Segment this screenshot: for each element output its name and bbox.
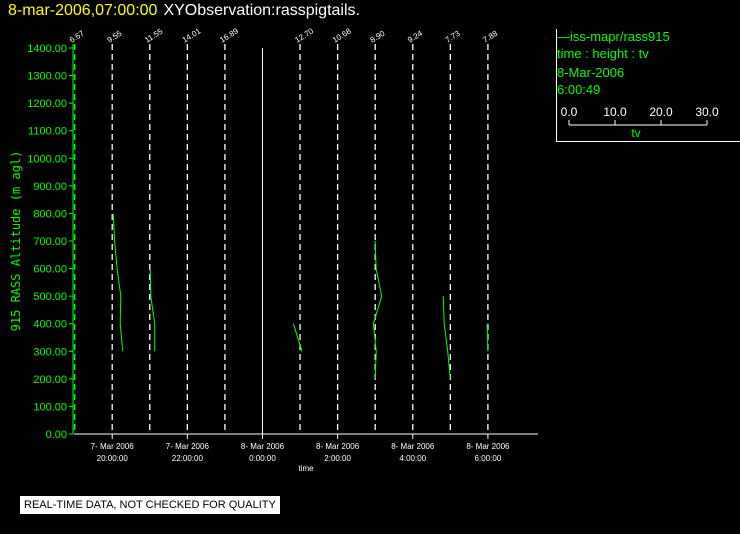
legend-scale-tick-label: 0.0 [561, 105, 578, 119]
x-axis-label: time [298, 464, 314, 473]
title-bar: 8-mar-2006,07:00:00 XYObservation:rasspig… [8, 2, 360, 20]
y-tick-label: 100.00 [33, 401, 67, 413]
x-tick-label-time: 20:00:00 [97, 454, 129, 463]
profile-trace [112, 213, 124, 352]
x-tick-label-date: 8- Mar 2006 [391, 442, 435, 451]
y-tick-label: 400.00 [33, 319, 67, 331]
legend-scale: 0.0 10.0 20.0 30.0 tv [561, 105, 719, 140]
profile-label: 6.67 [68, 29, 86, 45]
profile-trace [372, 240, 383, 379]
y-tick-label: 1200.00 [27, 98, 67, 110]
y-axis-label: 915 RASS Altitude (m agl) [9, 151, 23, 332]
y-tick-label: 600.00 [33, 264, 67, 276]
x-tick-label-time: 2:00:00 [324, 454, 351, 463]
plot-title: XYObservation:rasspigtails. [163, 2, 360, 19]
profile-label: 7.88 [481, 29, 499, 45]
y-tick-label: 0.00 [46, 429, 67, 441]
y-tick-label: 500.00 [33, 291, 67, 303]
profile-label: 14.01 [181, 26, 203, 45]
legend-time: 6:00:49 [557, 82, 601, 97]
x-tick-label-date: 8- Mar 2006 [241, 442, 285, 451]
legend-panel: —iss-mapr/rass915 time : height : tv 8-M… [556, 29, 740, 142]
x-tick-label-date: 8- Mar 2006 [466, 442, 510, 451]
y-tick-label: 300.00 [33, 346, 67, 358]
profile-trace [149, 268, 156, 352]
profile-trace [486, 323, 489, 352]
y-tick-label: 800.00 [33, 208, 67, 220]
x-tick-label-time: 6:00:00 [475, 454, 502, 463]
profile-trace [442, 296, 451, 379]
x-tick-label-time: 22:00:00 [172, 454, 204, 463]
profile-trace [292, 323, 303, 352]
x-tick-label-time: 4:00:00 [399, 454, 426, 463]
legend-variables: time : height : tv [557, 46, 649, 61]
profile-label: 16.89 [218, 26, 240, 45]
x-tick-label-date: 8- Mar 2006 [316, 442, 360, 451]
legend-series: —iss-mapr/rass915 [557, 29, 670, 44]
profile-label: 8.90 [368, 29, 386, 45]
x-tick-label-date: 7- Mar 2006 [91, 442, 135, 451]
legend-scale-tick-label: 20.0 [649, 105, 673, 119]
y-tick-label: 700.00 [33, 236, 67, 248]
profile-label: 7.73 [444, 29, 462, 45]
profile-label: 9.24 [406, 29, 424, 45]
y-tick-label: 1400.00 [27, 43, 67, 55]
profile-label: 9.55 [105, 29, 123, 45]
y-tick-label: 1300.00 [27, 71, 67, 83]
legend-scale-tick-label: 10.0 [603, 105, 627, 119]
profile-label: 12.70 [293, 26, 315, 45]
y-tick-label: 200.00 [33, 374, 67, 386]
x-tick-label-date: 7- Mar 2006 [166, 442, 210, 451]
header-date-time: 8-mar-2006,07:00:00 [8, 2, 158, 19]
legend-scale-label: tv [631, 126, 640, 140]
y-tick-label: 1100.00 [28, 126, 67, 138]
x-tick-label-time: 0:00:00 [249, 454, 276, 463]
y-tick-label: 900.00 [33, 181, 67, 193]
profile-label: 11.55 [143, 26, 165, 44]
legend-scale-tick-label: 30.0 [695, 105, 719, 119]
legend-date: 8-Mar-2006 [557, 65, 625, 80]
profile-label: 10.68 [331, 26, 353, 45]
quality-warning: REAL-TIME DATA, NOT CHECKED FOR QUALITY [20, 496, 280, 514]
y-tick-label: 1000.00 [27, 153, 67, 165]
